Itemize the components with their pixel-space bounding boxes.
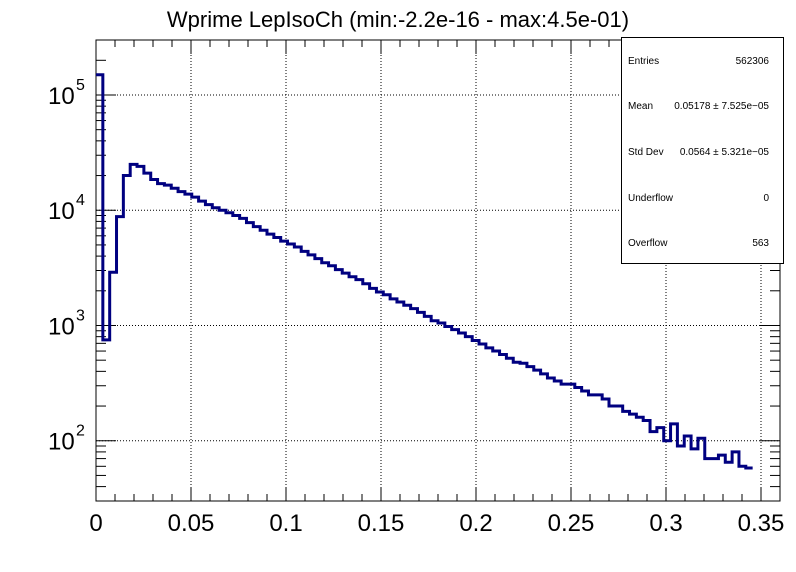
stats-overflow-row: Overflow 563 [628, 238, 769, 252]
stats-mean-row: Mean 0.05178 ± 7.525e−05 [628, 101, 769, 115]
y-tick-label: 10 [48, 429, 75, 456]
stats-stddev-label: Std Dev [628, 147, 664, 158]
y-tick-exponent: 4 [76, 192, 85, 209]
stats-entries-row: Entries 562306 [628, 56, 769, 70]
stats-mean-label: Mean [628, 101, 654, 112]
x-axis: 0 0.05 0.1 0.15 0.2 0.25 0.3 0.35 [89, 40, 784, 537]
histogram-series-line [96, 73, 753, 470]
stats-overflow-value: 563 [752, 238, 769, 249]
stats-underflow-label: Underflow [628, 193, 674, 204]
stats-mean-value: 0.05178 ± 7.525e−05 [674, 101, 769, 112]
stats-underflow-row: Underflow 0 [628, 193, 769, 207]
stats-overflow-label: Overflow [628, 238, 668, 249]
stats-box: Entries 562306 Mean 0.05178 ± 7.525e−05 … [621, 37, 784, 264]
y-tick-exponent: 2 [76, 423, 85, 440]
chart-title: Wprime LepIsoCh (min:-2.2e-16 - max:4.5e… [167, 7, 629, 32]
x-tick-label: 0.35 [738, 510, 785, 537]
x-tick-label: 0.15 [358, 510, 405, 537]
stats-entries-label: Entries [628, 56, 660, 67]
stats-stddev-value: 0.0564 ± 5.321e−05 [679, 147, 769, 158]
stats-stddev-row: Std Dev 0.0564 ± 5.321e−05 [628, 147, 769, 161]
y-tick-exponent: 3 [76, 307, 85, 324]
y-tick-exponent: 5 [76, 77, 85, 94]
x-tick-label: 0.2 [459, 510, 492, 537]
x-tick-label: 0.3 [649, 510, 682, 537]
y-tick-label: 10 [48, 313, 75, 340]
y-tick-label: 10 [48, 83, 75, 110]
x-tick-label: 0.05 [168, 510, 215, 537]
x-tick-label: 0.1 [269, 510, 302, 537]
stats-entries-value: 562306 [735, 56, 769, 67]
y-tick-label: 10 [48, 198, 75, 225]
x-tick-label: 0.25 [548, 510, 595, 537]
x-tick-label: 0 [89, 510, 102, 537]
stats-underflow-value: 0 [763, 193, 769, 204]
